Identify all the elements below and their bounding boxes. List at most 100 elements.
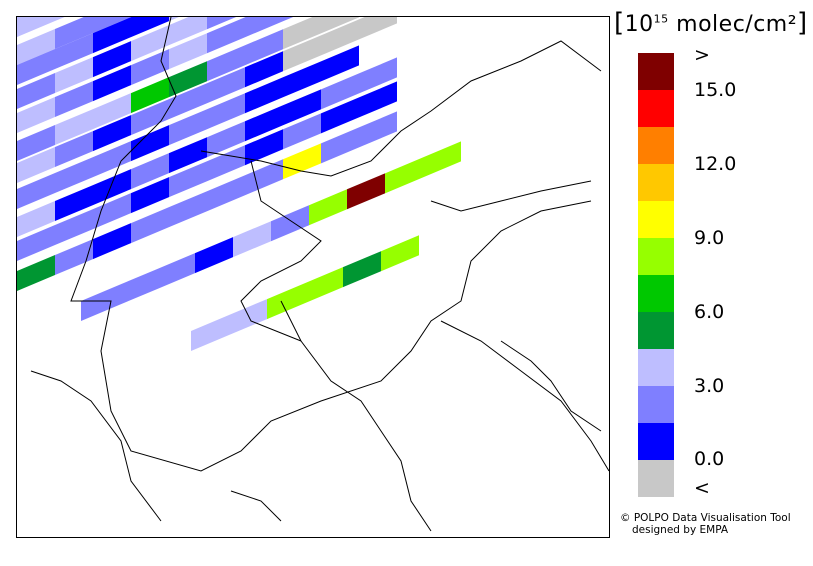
- pixel-cell: [267, 283, 305, 320]
- pixel-cell: [245, 129, 283, 166]
- pixel-cell: [283, 17, 321, 50]
- pixel-cell: [169, 33, 207, 70]
- pixel-cell: [93, 65, 131, 102]
- pixel-cell: [131, 153, 169, 190]
- pixel-cell: [55, 17, 65, 22]
- pixel-cell: [283, 143, 321, 180]
- pixel-cell: [169, 83, 207, 120]
- legend-tick: 12.0: [694, 153, 737, 175]
- pixel-cell: [93, 17, 131, 54]
- pixel-cell: [271, 205, 309, 242]
- legend-swatch: [638, 90, 674, 127]
- pixel-cell: [17, 17, 55, 37]
- pixel-cell: [283, 35, 321, 72]
- border-line: [500, 340, 602, 432]
- pixel-cell: [245, 29, 283, 66]
- pixel-cell: [245, 51, 283, 88]
- legend-swatch: [638, 349, 674, 386]
- pixel-cell: [55, 131, 93, 168]
- pixel-cell: [343, 251, 381, 288]
- pixel-cell: [283, 113, 321, 150]
- legend-tick: 15.0: [694, 79, 737, 101]
- pixel-cell: [195, 237, 233, 274]
- border-line: [280, 300, 432, 532]
- pixel-cell: [131, 77, 169, 114]
- pixel-cell: [321, 73, 359, 110]
- legend-title-exponent: 15: [653, 12, 669, 26]
- pixel-cell: [359, 57, 397, 94]
- legend-swatch: [638, 386, 674, 423]
- pixel-cell: [385, 157, 423, 194]
- pixel-cell: [229, 299, 267, 336]
- legend-tick: 9.0: [694, 227, 725, 249]
- pixel-cell: [207, 121, 245, 158]
- border-line: [440, 320, 609, 472]
- pixel-cell: [93, 141, 131, 178]
- legend-tick: 0.0: [694, 448, 725, 470]
- map-canvas: [17, 17, 609, 532]
- pixel-cell: [207, 67, 245, 104]
- pixel-cell: [93, 169, 131, 206]
- pixel-cell: [245, 77, 283, 114]
- legend-title-base: 10: [624, 12, 654, 37]
- pixel-cell: [321, 17, 359, 34]
- pixel-cell: [321, 97, 359, 134]
- pixel-cell: [81, 285, 119, 321]
- pixel-cell: [119, 269, 157, 306]
- border-line: [430, 180, 592, 212]
- legend-swatch: [638, 312, 674, 349]
- border-line: [230, 490, 282, 522]
- pixel-cell: [17, 255, 55, 291]
- pixel-cell: [131, 207, 169, 244]
- pixel-cell: [131, 125, 169, 162]
- pixel-cell: [55, 185, 93, 222]
- pixel-cell: [245, 105, 283, 142]
- pixel-cell: [359, 111, 397, 148]
- pixel-cell: [207, 93, 245, 130]
- legend-title: [1015 molec/cm²]: [614, 8, 808, 38]
- pixel-cell: [17, 125, 55, 161]
- pixel-cell: [93, 223, 131, 260]
- pixel-cell: [359, 17, 397, 40]
- pixel-cell: [17, 49, 55, 85]
- credit-line-1: © POLPO Data Visualisation Tool: [620, 512, 791, 524]
- pixel-cell: [17, 29, 55, 65]
- pixel-cell: [93, 193, 131, 230]
- legend-swatch: [638, 201, 674, 238]
- credit-text: © POLPO Data Visualisation Tool designed…: [620, 512, 791, 536]
- pixel-cell: [321, 45, 359, 82]
- pixel-cell: [169, 137, 207, 174]
- pixel-cell: [233, 221, 271, 258]
- pixel-cell: [381, 235, 419, 272]
- pixel-cell: [207, 17, 245, 54]
- credit-line-2: designed by EMPA: [632, 524, 729, 536]
- legend-swatch: [638, 238, 674, 275]
- pixel-cell: [283, 89, 321, 126]
- pixel-cell: [169, 109, 207, 146]
- pixel-cell: [347, 173, 385, 210]
- pixel-cell: [93, 17, 131, 34]
- legend-swatch: [638, 460, 674, 497]
- pixel-cell: [17, 97, 55, 133]
- legend-bracket-close: ]: [797, 8, 808, 38]
- pixel-cell: [169, 17, 207, 46]
- pixel-cell: [169, 61, 207, 98]
- pixel-cell: [305, 267, 343, 304]
- pixel-cell: [17, 147, 55, 183]
- pixel-cell: [309, 189, 347, 226]
- border-line: [70, 17, 592, 472]
- border-line: [240, 160, 322, 342]
- legend-tick: 6.0: [694, 301, 725, 323]
- legend-bracket-open: [: [614, 8, 625, 38]
- pixel-cell: [131, 25, 169, 62]
- color-scale: [638, 53, 674, 497]
- legend-swatch: [638, 275, 674, 312]
- pixel-cell: [17, 201, 55, 237]
- pixel-cell: [17, 73, 55, 109]
- legend-title-unit: molec/cm²: [668, 12, 798, 37]
- pixel-cell: [55, 239, 93, 276]
- pixel-cell: [93, 93, 131, 130]
- legend-swatch: [638, 53, 674, 90]
- pixel-cell: [93, 115, 131, 152]
- pixel-cell: [207, 145, 245, 182]
